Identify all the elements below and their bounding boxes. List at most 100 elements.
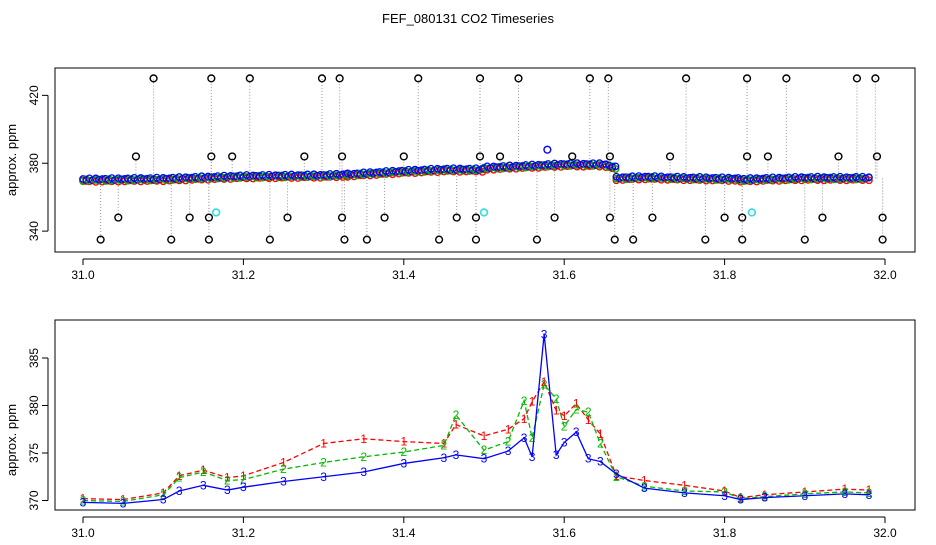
top-axes: 31.0 31.2 31.4 31.6 31.8 32.0 340 380 420: [27, 85, 897, 282]
top-x-tick-label: 31.0: [71, 268, 95, 282]
series-1-marker: 1: [681, 478, 688, 492]
series-2-marker: 2: [80, 494, 87, 508]
series-3-marker: 3: [721, 489, 728, 503]
outlier-low-point: [283, 213, 292, 222]
outlier-high-point: [604, 74, 613, 83]
series-1-marker: 1: [801, 485, 808, 499]
top-panel: approx. ppm 31.0 31.2 31.4 31.6 31.8 32.03403…: [4, 67, 916, 282]
outlier-high-point: [852, 74, 862, 83]
bottom-x-tick-label: 31.6: [553, 526, 577, 540]
outlier-low-point: [96, 235, 105, 244]
outlier-high-point: [475, 152, 485, 161]
outlier-low-point: [380, 213, 389, 222]
outlier-low-point: [452, 213, 461, 222]
series-1-marker: 1: [360, 432, 367, 446]
baseline-point: [611, 165, 620, 173]
bottom-axes: 31.0 31.2 31.4 31.6 31.8 32.0 370 375 380 385: [27, 348, 897, 540]
outlier-high-point: [834, 152, 843, 161]
series-2-marker: 2: [842, 485, 849, 499]
series-2-marker: 2: [280, 462, 287, 476]
series-3-marker: 3: [505, 444, 512, 458]
series-2-marker: 2: [761, 490, 768, 504]
series-1-marker: 1: [737, 491, 744, 505]
series-2-marker: 2: [521, 394, 528, 408]
outlier-low-point: [878, 213, 887, 222]
bottom-x-tick-label: 31.4: [392, 526, 416, 540]
outlier-high-point: [399, 152, 408, 161]
series-2-marker: 2: [481, 443, 488, 457]
series-2-marker: 2: [529, 431, 536, 445]
outlier-low-point: [605, 213, 615, 222]
outlier-high-point: [782, 74, 791, 83]
top-y-tick-label: 380: [27, 153, 41, 173]
outlier-high-point: [228, 152, 237, 161]
outlier-low-point: [648, 213, 657, 222]
series-1-marker: 1: [453, 418, 460, 432]
outlier-low-point: [800, 235, 809, 244]
outlier-low-point: [167, 235, 176, 244]
outlier-high-point: [149, 74, 158, 83]
series-1-marker: 1: [641, 474, 648, 488]
bottom-plot-frame: [54, 319, 916, 511]
series-3-marker: 3: [240, 480, 247, 494]
bottom-x-tick-label: 31.0: [71, 526, 95, 540]
outlier-high-point: [317, 74, 327, 83]
series-3-line: [82, 334, 869, 505]
baseline-point: [865, 173, 873, 182]
flagged-point: [479, 208, 489, 217]
series-1-marker: 1: [176, 469, 183, 483]
top-x-tick-label: 31.4: [392, 268, 416, 282]
bottom-x-tick-label: 31.8: [713, 526, 737, 540]
series-1-marker: 1: [320, 437, 327, 451]
top-x-tick-label: 32.0: [873, 268, 897, 282]
outlier-high-point: [300, 152, 309, 161]
series-3-marker: 3: [521, 431, 528, 445]
flagged-point: [747, 208, 757, 217]
series-1-marker: 1: [120, 493, 127, 507]
outlier-low-point: [701, 235, 710, 244]
series-2-marker: 2: [200, 465, 207, 479]
series-1-line: [82, 380, 869, 501]
outlier-high-point: [245, 74, 254, 83]
series-1-marker: 1: [224, 471, 231, 485]
series-3-marker: 3: [613, 467, 620, 481]
series-2-marker: 2: [641, 479, 648, 493]
series-1-marker: 1: [240, 469, 247, 483]
series-1-marker: 1: [866, 483, 873, 497]
outlier-low-point: [471, 235, 481, 244]
outlier-low-point: [340, 235, 349, 244]
baseline-point: [865, 176, 873, 185]
outlier-high-point: [605, 152, 615, 161]
series-2-marker: 2: [801, 487, 808, 501]
outlier-low-point: [204, 213, 214, 222]
outlier-high-point: [475, 74, 485, 83]
series-1-marker: 1: [80, 492, 87, 506]
series-1-marker: 1: [541, 375, 548, 389]
outlier-low-point: [265, 235, 274, 244]
outlier-low-point: [610, 235, 619, 244]
top-x-tick-label: 31.6: [553, 268, 577, 282]
outlier-low-point: [362, 235, 372, 244]
series-2-marker: 2: [505, 435, 512, 449]
outlier-low-point: [818, 213, 827, 222]
series-3-marker: 3: [80, 495, 87, 509]
series-2-marker: 2: [541, 378, 548, 392]
top-x-tick-label: 31.2: [232, 268, 256, 282]
series-3-marker: 3: [224, 483, 231, 497]
top-ylabel: approx. ppm: [4, 124, 19, 196]
series-1-marker: 1: [842, 482, 849, 496]
top-y-tick-label: 420: [27, 85, 41, 105]
series-3-marker: 3: [641, 481, 648, 495]
top-plot-frame: [54, 67, 916, 253]
series-3-marker: 3: [360, 465, 367, 479]
bottom-y-tick-label: 380: [27, 395, 41, 415]
outlier-low-point: [434, 235, 444, 244]
outlier-high-point: [514, 74, 523, 83]
series-3-marker: 3: [176, 484, 183, 498]
series-1-marker: 1: [441, 437, 448, 451]
series-3-marker: 3: [160, 493, 167, 507]
